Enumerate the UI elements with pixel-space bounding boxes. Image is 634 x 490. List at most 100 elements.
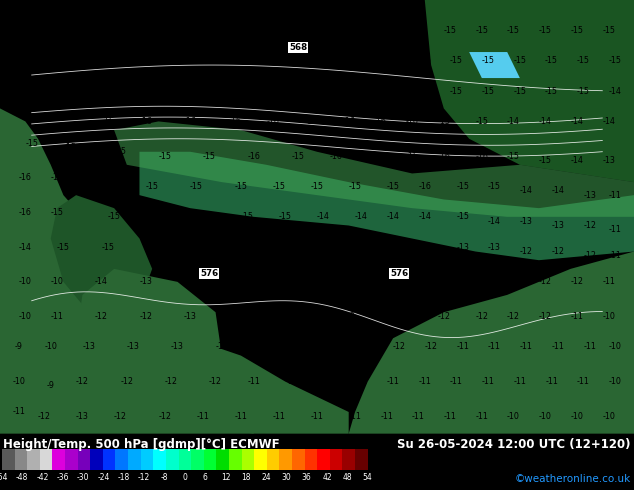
Text: 54: 54 [363,473,373,482]
Text: -15: -15 [514,87,526,96]
Text: -13: -13 [127,343,139,351]
Bar [166,449,179,470]
Text: -15: -15 [63,143,76,152]
Text: -14: -14 [203,212,216,221]
Text: -11: -11 [450,377,463,386]
Text: 24: 24 [261,473,271,482]
Text: -14: -14 [197,243,209,252]
Text: -12: -12 [139,312,152,321]
Text: -15: -15 [101,243,114,252]
Text: -15: -15 [387,56,399,65]
Text: -15: -15 [444,26,456,35]
Text: -13: -13 [216,343,228,351]
Text: -15: -15 [577,56,590,65]
Text: 576: 576 [200,269,218,278]
Bar [216,449,229,470]
Text: -11: -11 [488,343,501,351]
Bar [128,449,141,470]
Text: -13: -13 [76,412,89,421]
Text: -16: -16 [323,87,336,96]
Text: -15: -15 [292,151,304,161]
Text: -13: -13 [406,312,418,321]
Text: -15: -15 [482,56,495,65]
Text: -10: -10 [19,277,32,286]
Text: -15: -15 [456,182,469,191]
Text: -12: -12 [120,377,133,386]
Text: 48: 48 [342,473,353,482]
Text: -16: -16 [285,87,298,96]
Text: -12: -12 [393,343,406,351]
Text: -16: -16 [330,151,342,161]
Text: -15: -15 [577,87,590,96]
Text: -16: -16 [412,26,425,35]
Text: -12: -12 [425,343,437,351]
Text: -15: -15 [602,26,615,35]
Text: ©weatheronline.co.uk: ©weatheronline.co.uk [515,474,631,484]
Text: -15: -15 [51,13,63,22]
Text: 12: 12 [221,473,230,482]
Text: -15: -15 [387,182,399,191]
Text: -13: -13 [171,343,184,351]
Text: -15: -15 [108,212,120,221]
Text: -16: -16 [89,82,101,91]
Text: -15: -15 [545,56,558,65]
Text: -15: -15 [349,182,361,191]
Text: -11: -11 [609,251,621,260]
Text: -11: -11 [349,412,361,421]
Text: -11: -11 [602,277,615,286]
Text: -11: -11 [285,377,298,386]
Text: -16: -16 [437,151,450,161]
Bar [191,449,204,470]
Text: -13: -13 [361,343,374,351]
Text: -16: -16 [171,87,184,96]
Text: -15: -15 [279,212,292,221]
Polygon shape [139,152,634,260]
Text: -11: -11 [520,343,533,351]
Text: -15: -15 [57,113,70,122]
Text: -15: -15 [437,117,450,126]
Text: -17: -17 [209,56,222,65]
Text: -16: -16 [247,87,260,96]
Text: -16: -16 [19,173,32,182]
Text: -16: -16 [19,208,32,217]
Text: -36: -36 [56,473,69,482]
Text: -16: -16 [323,56,336,65]
Text: -18: -18 [317,30,330,39]
Text: -11: -11 [609,225,621,234]
Text: -15: -15 [158,151,171,161]
Text: -14: -14 [418,212,431,221]
Text: -13: -13 [184,277,197,286]
Text: -11: -11 [380,412,393,421]
Text: -16: -16 [95,52,108,61]
Text: -13: -13 [437,277,450,286]
Text: -15: -15 [311,182,323,191]
Text: -12: -12 [165,377,178,386]
Text: -12: -12 [38,412,51,421]
Text: -12: -12 [583,251,596,260]
Text: -16: -16 [51,173,63,182]
Text: -13: -13 [456,243,469,252]
Text: -10: -10 [571,412,583,421]
Text: -15: -15 [368,151,380,161]
Text: -17: -17 [355,30,368,39]
Text: -15: -15 [488,182,501,191]
Text: -11: -11 [552,343,564,351]
Text: -18: -18 [285,30,298,39]
Text: -16: -16 [209,87,222,96]
Text: -16: -16 [387,26,399,35]
Text: -16: -16 [418,87,431,96]
Text: -48: -48 [16,473,29,482]
Text: -10: -10 [19,312,32,321]
Text: -16: -16 [19,82,32,91]
Text: -11: -11 [456,343,469,351]
Polygon shape [25,364,254,434]
Text: -16: -16 [355,56,368,65]
Text: -13: -13 [387,243,399,252]
Text: -11: -11 [418,377,431,386]
Text: -15: -15 [545,87,558,96]
Text: -15: -15 [450,56,463,65]
Bar [115,449,128,470]
Polygon shape [51,195,152,325]
Text: -30: -30 [77,473,89,482]
Text: -10: -10 [507,412,520,421]
